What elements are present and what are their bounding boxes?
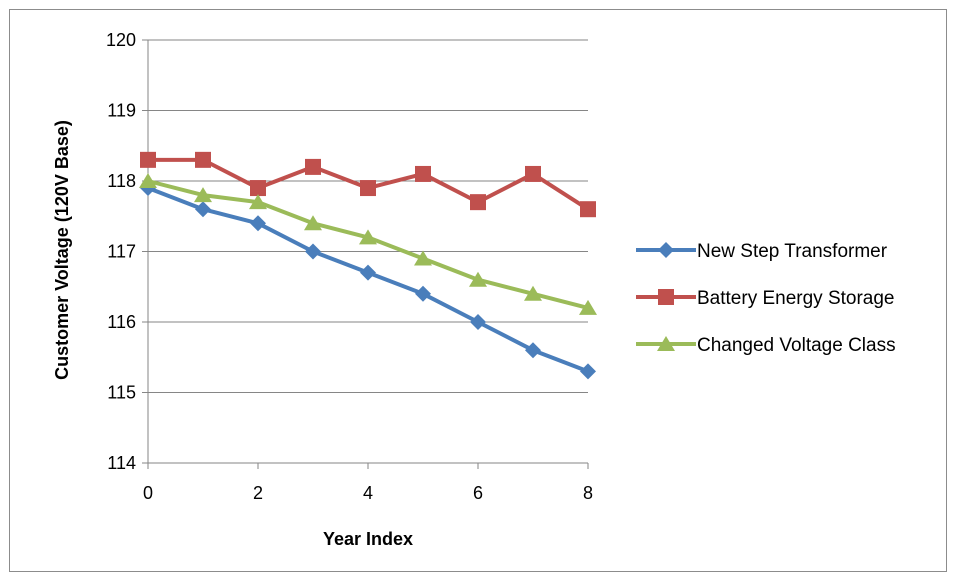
y-tick-label: 119 xyxy=(107,101,136,121)
legend-label: Battery Energy Storage xyxy=(697,288,895,309)
data-point xyxy=(359,229,377,245)
y-tick-label: 114 xyxy=(107,453,136,473)
series-3 xyxy=(139,173,597,315)
x-tick-label: 2 xyxy=(253,483,263,503)
data-point xyxy=(525,165,541,182)
data-point xyxy=(658,289,674,305)
data-point xyxy=(195,151,211,168)
data-point xyxy=(194,187,212,203)
y-tick-label: 118 xyxy=(107,171,136,191)
y-tick-labels: 114 115 116 117 118 119 120 xyxy=(106,30,136,473)
legend: New Step Transformer Battery Energy Stora… xyxy=(636,241,896,356)
x-tick-labels: 0 2 4 6 8 xyxy=(143,483,593,503)
chart-area xyxy=(9,9,947,572)
data-point xyxy=(580,363,596,380)
data-point xyxy=(658,242,674,258)
y-tick-label: 116 xyxy=(107,312,136,332)
data-point xyxy=(305,158,321,175)
y-tick-label: 117 xyxy=(107,242,136,262)
data-point xyxy=(469,271,487,287)
data-point xyxy=(470,314,486,330)
axes xyxy=(142,39,589,469)
data-point xyxy=(579,299,597,315)
x-tick-label: 4 xyxy=(363,483,373,503)
y-tick-label: 120 xyxy=(106,30,136,50)
data-point xyxy=(414,250,432,266)
series-group xyxy=(139,151,597,380)
data-point xyxy=(525,342,541,359)
data-point xyxy=(415,165,431,182)
data-point xyxy=(140,151,156,168)
x-tick-label: 6 xyxy=(473,483,483,503)
legend-item: New Step Transformer xyxy=(636,241,888,262)
legend-label: Changed Voltage Class xyxy=(697,335,896,356)
y-axis-title: Customer Voltage (120V Base) xyxy=(52,120,72,380)
x-tick-label: 0 xyxy=(143,483,153,503)
gridlines xyxy=(148,39,588,393)
series-line xyxy=(147,179,589,310)
x-tick-label: 8 xyxy=(583,483,593,503)
data-point xyxy=(139,173,157,188)
data-point xyxy=(415,285,431,302)
data-point xyxy=(195,201,211,218)
legend-item: Battery Energy Storage xyxy=(636,288,895,309)
legend-item: Changed Voltage Class xyxy=(636,335,896,356)
data-point xyxy=(304,215,322,231)
series-2 xyxy=(140,151,596,218)
data-point xyxy=(580,201,596,218)
data-point xyxy=(360,264,376,281)
x-axis-title: Year Index xyxy=(323,529,413,549)
data-point xyxy=(250,215,266,232)
data-point xyxy=(305,243,321,260)
data-point xyxy=(470,194,486,211)
data-point xyxy=(249,194,267,210)
legend-label: New Step Transformer xyxy=(697,241,888,262)
data-point xyxy=(657,336,675,351)
data-point xyxy=(524,285,542,301)
series-1 xyxy=(140,180,596,380)
data-point xyxy=(360,180,376,197)
data-point xyxy=(250,180,266,197)
y-tick-label: 115 xyxy=(107,383,136,403)
